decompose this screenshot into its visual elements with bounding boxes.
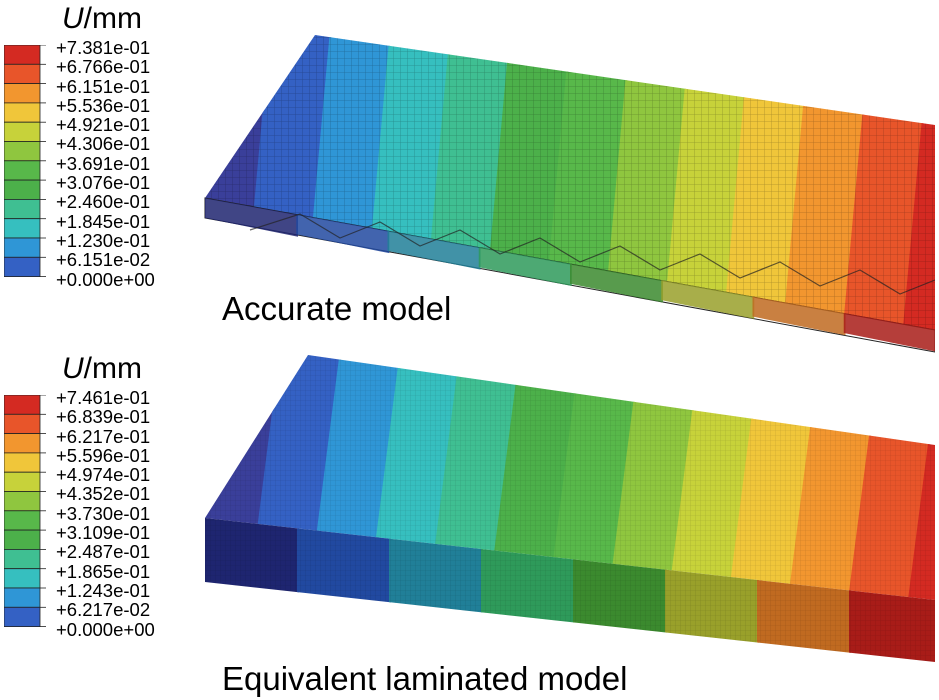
legend-label: +5.536e-01: [56, 94, 151, 116]
legend-label: +6.839e-01: [56, 406, 151, 428]
side-band: [843, 312, 935, 352]
legend-unit: /mm: [83, 352, 142, 385]
color-legend-bar: [4, 45, 46, 278]
legend-swatch: [4, 218, 41, 239]
legend-label: +1.243e-01: [56, 579, 151, 601]
legend-label: +3.076e-01: [56, 172, 151, 194]
corrugated-core-outline: [249, 213, 935, 295]
model-caption: Equivalent laminated model: [222, 660, 628, 697]
legend-swatch: [4, 529, 41, 550]
legend-swatch: [4, 237, 41, 258]
legend-label: +6.217e-02: [56, 599, 151, 621]
legend-swatch: [4, 121, 41, 142]
legend-label: +2.487e-01: [56, 541, 151, 563]
side-band: [752, 296, 846, 336]
legend-label: +6.766e-01: [56, 56, 151, 78]
equivalent-model-contour: [205, 355, 935, 662]
legend-title: U/mm: [62, 2, 142, 36]
model-caption: Accurate model: [222, 290, 452, 327]
legend-label: +6.217e-01: [56, 425, 151, 447]
legend-swatch: [4, 141, 41, 162]
legend-label: +2.460e-01: [56, 191, 151, 213]
legend-swatch: [4, 160, 41, 181]
legend-swatch: [4, 491, 41, 512]
legend-swatch: [4, 102, 41, 123]
legend-swatch: [4, 568, 41, 589]
side-band: [296, 214, 390, 254]
legend-swatch: [4, 587, 41, 608]
legend-swatch: [4, 395, 41, 415]
legend-swatch: [4, 433, 41, 454]
legend-label: +7.381e-01: [56, 37, 151, 58]
legend-labels: +7.461e-01 +6.839e-01 +6.217e-01 +5.596e…: [56, 388, 155, 639]
color-legend-bar: [4, 395, 46, 628]
legend-swatch: [4, 198, 41, 220]
legend-variable: U: [62, 352, 84, 385]
legend-swatch: [4, 471, 41, 492]
legend-swatch: [4, 548, 41, 570]
front-side-bands: [205, 198, 935, 352]
legend-label: +0.000e+00: [56, 268, 155, 290]
legend-swatch: [4, 452, 41, 473]
side-band: [478, 247, 572, 287]
legend-label: +3.691e-01: [56, 152, 151, 174]
legend-label: +5.596e-01: [56, 444, 151, 466]
legend-label: +4.921e-01: [56, 114, 151, 136]
legend-label: +3.730e-01: [56, 502, 151, 524]
legend-label: +4.974e-01: [56, 464, 151, 486]
legend-label: +6.151e-01: [56, 75, 151, 97]
legend-swatch: [4, 83, 41, 104]
accurate-model-panel: U/mm +7.381e-01 +6.766e-01 +6.151e-01 +5…: [4, 2, 935, 353]
equivalent-model-panel: U/mm +7.461e-01 +6.839e-01 +6.217e-01 +5…: [0, 350, 939, 700]
legend-label: +7.461e-01: [56, 387, 151, 408]
legend-swatch: [4, 256, 41, 278]
accurate-model-contour: [204, 35, 935, 353]
legend-swatch: [4, 606, 41, 628]
legend-label: +6.151e-02: [56, 249, 151, 271]
side-band: [205, 198, 298, 237]
legend-label: +3.109e-01: [56, 522, 151, 544]
legend-title: U/mm: [62, 352, 142, 386]
legend-label: +1.845e-01: [56, 210, 151, 232]
legend-label: +4.306e-01: [56, 133, 151, 155]
legend-swatch: [4, 45, 41, 65]
legend-swatch: [4, 413, 41, 434]
side-band: [661, 280, 755, 319]
legend-swatch: [4, 63, 41, 84]
legend-swatch: [4, 179, 41, 200]
legend-label: +1.230e-01: [56, 229, 151, 251]
legend-unit: /mm: [83, 2, 142, 35]
side-band: [570, 263, 663, 303]
legend-swatch: [4, 510, 41, 531]
legend-labels: +7.381e-01 +6.766e-01 +6.151e-01 +5.536e…: [56, 38, 155, 289]
legend-variable: U: [62, 2, 84, 35]
legend-label: +1.865e-01: [56, 560, 151, 582]
legend-label: +4.352e-01: [56, 483, 151, 505]
legend-label: +0.000e+00: [56, 618, 155, 640]
